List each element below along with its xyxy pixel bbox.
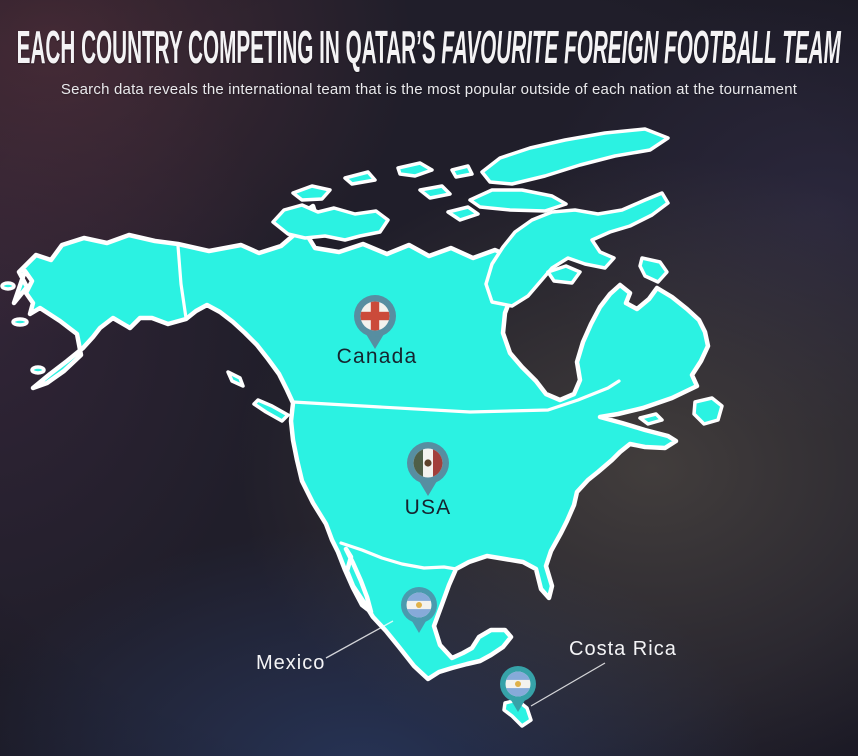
island-haida — [226, 370, 245, 388]
mexico-leader-line — [325, 620, 394, 659]
island — [446, 205, 480, 222]
map-labels: Canada USA Mexico Costa Rica — [256, 345, 677, 674]
mexico-label: Mexico — [256, 652, 325, 674]
island — [638, 412, 664, 426]
island-vancouver — [252, 398, 290, 423]
island-aleutian — [0, 281, 16, 291]
island — [450, 164, 474, 179]
arctic-islands — [0, 127, 724, 728]
costa-rica-label: Costa Rica — [569, 638, 677, 660]
border-alaska-canada — [176, 244, 188, 320]
island-devon — [468, 188, 568, 213]
leader-lines — [325, 620, 606, 707]
page-subtitle: Search data reveals the international te… — [60, 80, 798, 98]
island-baffin — [484, 191, 670, 308]
pin-canada — [354, 295, 396, 349]
england-flag-icon — [360, 301, 390, 331]
border-usa-mexico — [339, 541, 458, 571]
header: EACH COUNTRY COMPETING IN QATAR’S FAVOUR… — [0, 0, 858, 98]
usa-label: USA — [405, 496, 452, 519]
island-ellesmere — [480, 127, 670, 186]
border-usa-canada — [291, 379, 621, 414]
costa-rica-leader-line — [530, 662, 606, 707]
island-aleutian — [30, 365, 46, 375]
island — [638, 256, 669, 284]
page-title-emphasis: FAVOURITE FOREIGN FOOTBALL TEAM — [441, 22, 842, 73]
island-victoria — [271, 203, 390, 242]
pin-usa — [407, 442, 449, 496]
island-southampton — [546, 264, 582, 285]
island — [291, 184, 332, 202]
page-title-plain: EACH COUNTRY COMPETING IN QATAR’S — [16, 22, 442, 73]
island — [396, 161, 434, 178]
island — [343, 170, 377, 186]
island-newfoundland — [692, 396, 724, 426]
landmasses — [0, 127, 724, 728]
island-aleutian — [11, 317, 29, 327]
page-title: EACH COUNTRY COMPETING IN QATAR’S FAVOUR… — [17, 22, 841, 73]
pin-costa-rica — [500, 666, 536, 712]
title-wrap: EACH COUNTRY COMPETING IN QATAR’S FAVOUR… — [0, 22, 858, 73]
mexico-flag-icon — [413, 448, 443, 478]
landmass-mainland — [11, 203, 711, 682]
canada-label: Canada — [337, 345, 418, 368]
argentina-flag-icon — [505, 671, 531, 697]
argentina-flag-icon — [406, 592, 432, 618]
country-borders — [176, 244, 621, 571]
pin-mexico — [401, 587, 437, 633]
island — [418, 184, 452, 200]
